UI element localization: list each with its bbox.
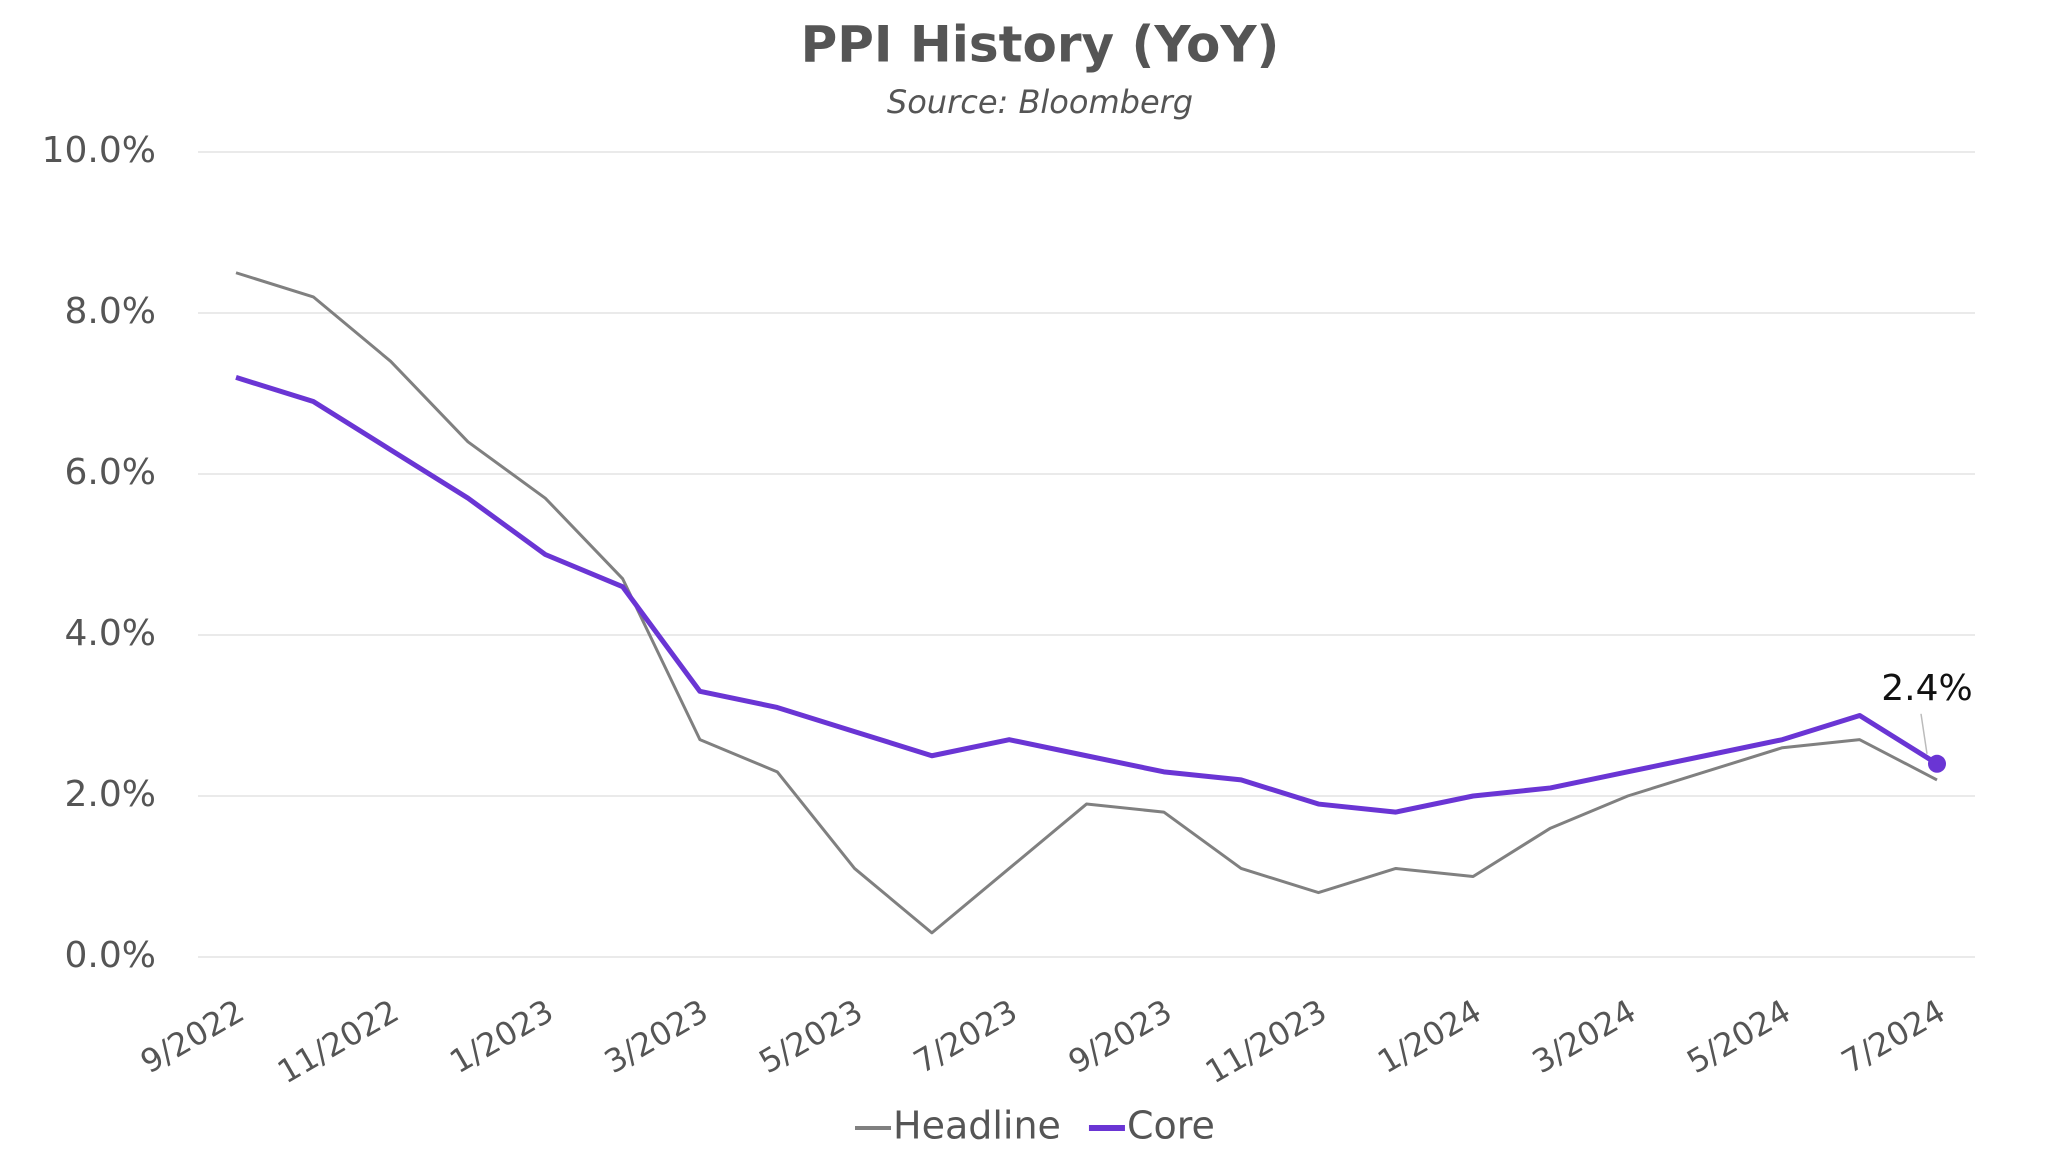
x-tick-label: 1/2024 [1371, 992, 1487, 1081]
y-tick-label: 8.0% [65, 291, 156, 332]
y-tick-label: 4.0% [65, 613, 156, 654]
x-tick-label: 7/2023 [907, 992, 1023, 1081]
annotation-leader [1920, 713, 1928, 754]
y-tick-label: 10.0% [42, 130, 156, 171]
x-tick-label: 5/2023 [753, 992, 869, 1081]
chart-title: PPI History (YoY) [801, 16, 1280, 74]
legend-label: Headline [893, 1104, 1061, 1148]
x-tick-label: 11/2023 [1199, 992, 1333, 1091]
x-tick-label: 11/2022 [271, 992, 405, 1091]
series-line [235, 271, 1938, 935]
x-tick-label: 9/2023 [1062, 992, 1178, 1081]
x-tick-label: 5/2024 [1680, 992, 1796, 1081]
data-label: 2.4% [1881, 668, 1972, 709]
legend-label: Core [1127, 1104, 1215, 1148]
x-tick-label: 3/2024 [1526, 992, 1642, 1081]
x-tick-label: 1/2023 [443, 992, 559, 1081]
x-tick-label: 9/2022 [134, 992, 250, 1081]
y-tick-label: 0.0% [65, 935, 156, 976]
chart-subtitle: Source: Bloomberg [887, 83, 1193, 121]
x-tick-label: 7/2024 [1835, 992, 1951, 1081]
x-tick-label: 3/2023 [598, 992, 714, 1081]
series-line [235, 375, 1939, 815]
point-marker [1928, 754, 1946, 773]
y-tick-label: 6.0% [65, 452, 156, 493]
y-tick-label: 2.0% [65, 774, 156, 815]
